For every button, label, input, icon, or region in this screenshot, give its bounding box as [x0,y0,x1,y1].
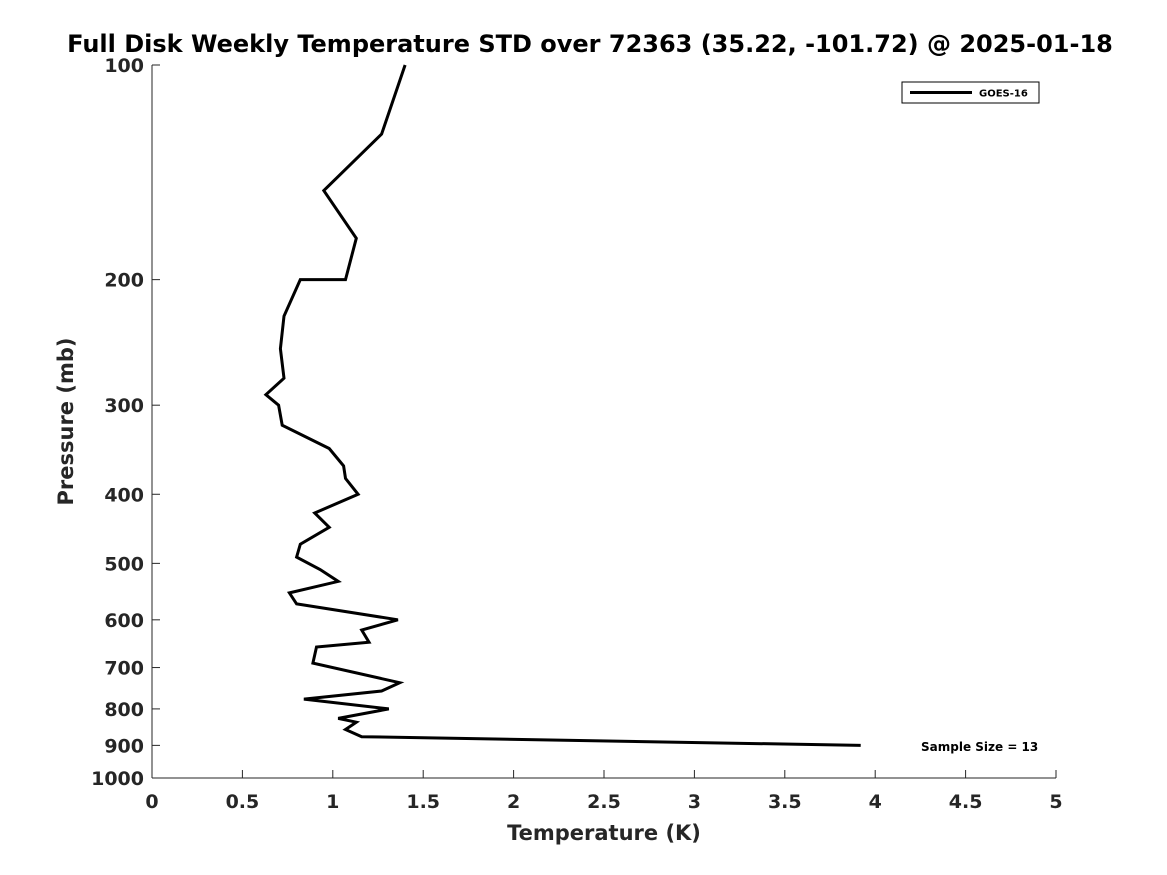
y-axis-label: Pressure (mb) [54,338,78,506]
x-tick-label: 4 [869,791,882,813]
x-tick-label: 1 [326,791,339,813]
y-tick-label: 200 [104,270,144,292]
x-tick-label: 3.5 [768,791,802,813]
chart-title: Full Disk Weekly Temperature STD over 72… [67,30,1113,58]
x-axis-label: Temperature (K) [507,821,701,845]
y-tick-label: 1000 [91,768,144,790]
y-tick-label: 400 [104,484,144,506]
y-tick-label: 800 [104,699,144,721]
x-tick-label: 2.5 [587,791,621,813]
y-tick-label: 700 [104,658,144,680]
x-tick-label: 4.5 [949,791,983,813]
x-tick-label: 0.5 [226,791,260,813]
x-tick-label: 1.5 [406,791,440,813]
y-tick-label: 900 [104,735,144,757]
x-tick-label: 2 [507,791,520,813]
y-tick-label: 100 [104,55,144,77]
y-tick-label: 600 [104,610,144,632]
x-tick-label: 0 [145,791,158,813]
sample-size-annotation: Sample Size = 13 [921,740,1038,754]
legend-label-goes-16: GOES-16 [979,89,1028,100]
x-tick-label: 3 [688,791,701,813]
x-tick-label: 5 [1049,791,1062,813]
series-line-goes-16 [263,64,861,747]
y-tick-label: 500 [104,553,144,575]
plot-area: 0 0.5 1 1.5 2 2.5 3 3.5 4 4.5 5 100 200 300 400 500 600 7… [91,55,1063,813]
legend: GOES-16 [901,81,1040,104]
y-tick-label: 300 [104,395,144,417]
